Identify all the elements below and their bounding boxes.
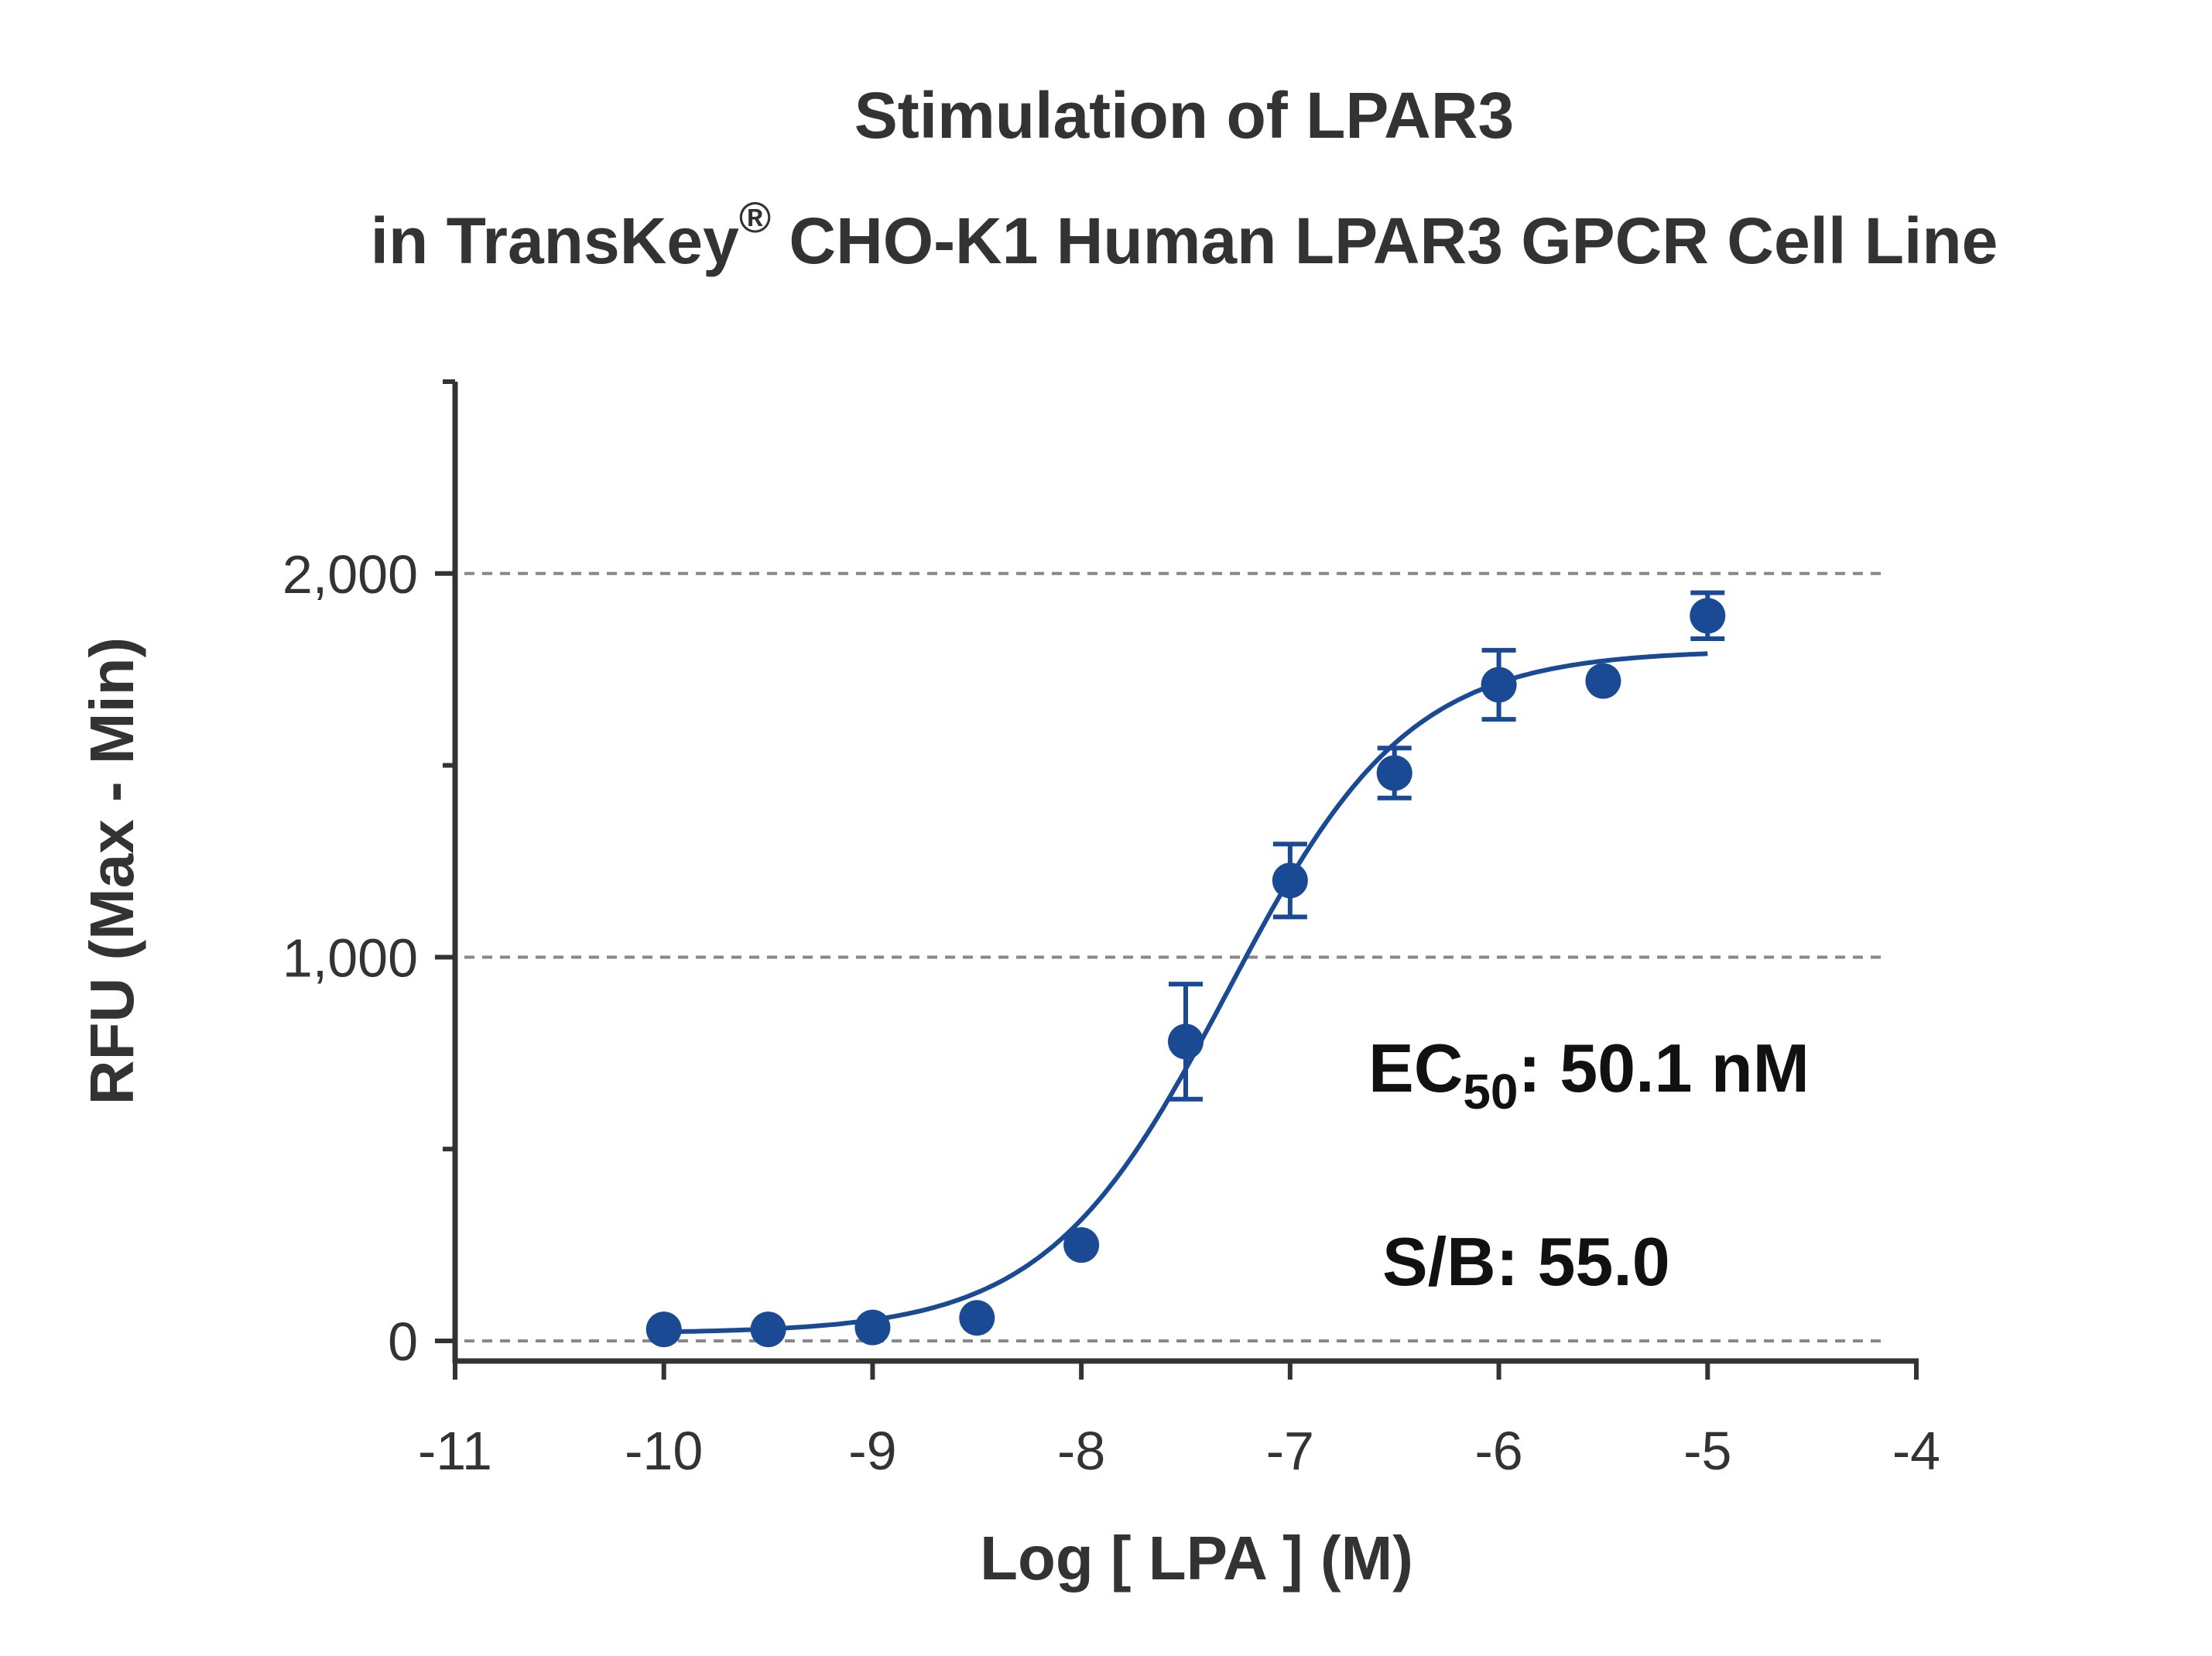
annotations: EC50: 50.1 nM S/B: 55.0 [1368,1030,1810,1300]
x-tick-label: -7 [1266,1421,1314,1481]
data-point [750,1311,786,1348]
data-point [1481,667,1517,703]
error-bars [1169,590,1725,1102]
data-point [959,1300,995,1336]
axes [435,379,1919,1380]
ec50-value: : 50.1 nM [1518,1030,1810,1106]
y-tick-label: 1,000 [282,927,418,988]
chart-title-line-2-start: in TransKey [371,204,739,277]
x-tick-label: -4 [1892,1421,1940,1481]
data-point [1376,755,1412,791]
data-point [1063,1227,1100,1263]
chart-title: Stimulation of LPAR3 in TransKey® CHO-K1… [371,79,1998,277]
data-point [1168,1023,1204,1060]
data-points [645,598,1726,1348]
y-tick-label: 0 [388,1311,418,1372]
chart-title-line-2: in TransKey® CHO-K1 Human LPAR3 GPCR Cel… [371,193,1998,277]
data-point [1272,862,1308,899]
data-point [645,1311,682,1348]
x-tick-label: -10 [625,1421,703,1481]
grid [464,571,1885,1342]
x-tick-label: -11 [418,1421,492,1481]
data-point [1690,598,1726,634]
sb-annotation: S/B: 55.0 [1382,1223,1670,1300]
x-axis-title: Log [ LPA ] (M) [980,1524,1413,1593]
x-tick-label: -6 [1474,1421,1522,1481]
chart-title-line-1: Stimulation of LPAR3 [854,79,1514,152]
ec50-annotation: EC50: 50.1 nM [1368,1030,1810,1119]
y-axis-title: RFU (Max - Min) [77,637,146,1105]
ec50-subscript: 50 [1463,1064,1518,1119]
x-tick-label: -8 [1057,1421,1105,1481]
x-tick-label: -5 [1683,1421,1731,1481]
data-point [854,1309,891,1346]
ec50-prefix: EC [1368,1030,1463,1106]
x-tick-label: -9 [848,1421,896,1481]
y-tick-label: 2,000 [282,544,418,605]
registered-mark: ® [739,193,771,242]
chart-title-line-2-end: CHO-K1 Human LPAR3 GPCR Cell Line [771,204,1998,277]
data-point [1585,663,1621,699]
tick-labels: 0 1,000 2,000 -11 -10 -9 -8 -7 -6 -5 -4 [282,544,1940,1481]
